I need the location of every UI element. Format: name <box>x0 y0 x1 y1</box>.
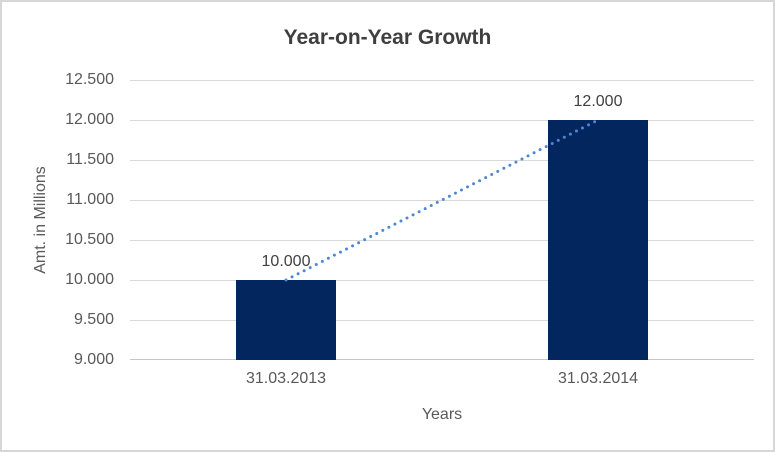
y-axis-tick-labels: 12.500 12.000 11.500 11.000 10.500 10.000 9.50… <box>2 71 114 368</box>
gridline <box>130 80 754 81</box>
bar-31.03.2014 <box>548 120 648 360</box>
y-tick-label: 9.000 <box>73 351 114 368</box>
x-axis-line <box>130 359 754 360</box>
data-label: 12.000 <box>573 93 623 110</box>
bars: 10.000 12.000 <box>130 80 754 360</box>
gridline <box>130 280 754 281</box>
gridline <box>130 160 754 161</box>
gridlines <box>130 80 754 360</box>
chart-title: Year-on-Year Growth <box>283 26 492 49</box>
gridline <box>130 240 754 241</box>
x-tick-label: 31.03.2014 <box>557 370 639 387</box>
trendline-path <box>284 118 600 282</box>
y-tick-label: 12.000 <box>65 111 114 128</box>
x-axis-tick-labels: 31.03.2013 31.03.2014 <box>130 370 754 390</box>
x-tick-label: 31.03.2013 <box>245 370 327 387</box>
gridline <box>130 120 754 121</box>
bar-31.03.2013 <box>236 280 336 360</box>
x-axis-title: Years <box>421 406 463 423</box>
plot-area: 10.000 12.000 <box>130 80 754 360</box>
y-tick-label: 10.500 <box>65 231 114 248</box>
y-tick-label: 12.500 <box>65 71 114 88</box>
y-tick-label: 9.500 <box>73 311 114 328</box>
y-tick-label: 11.500 <box>66 151 114 168</box>
y-tick-label: 10.000 <box>65 271 114 288</box>
trendline <box>284 118 600 282</box>
gridline <box>130 200 754 201</box>
gridline <box>130 320 754 321</box>
y-tick-label: 11.000 <box>66 191 114 208</box>
data-label: 10.000 <box>261 253 311 270</box>
